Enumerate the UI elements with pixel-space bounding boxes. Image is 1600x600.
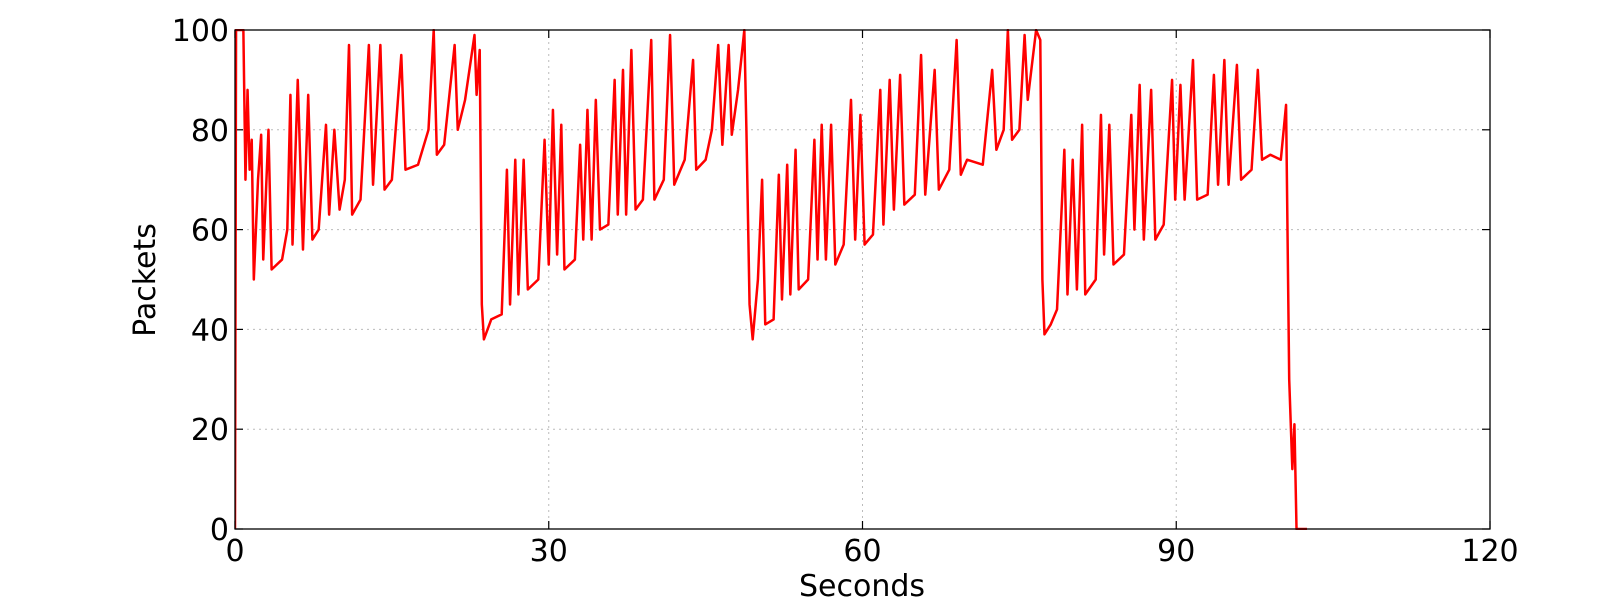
y-tick-label: 60 (191, 214, 229, 249)
y-tick-label: 100 (172, 14, 229, 49)
plot-frame (234, 29, 1491, 530)
x-tick-label: 60 (843, 534, 881, 569)
y-tick-label: 0 (210, 513, 229, 548)
y-axis-label: Packets (128, 223, 163, 337)
x-tick-label: 0 (225, 534, 244, 569)
y-tick-label: 80 (191, 114, 229, 149)
y-tick-label: 20 (191, 413, 229, 448)
y-tick-label: 40 (191, 313, 229, 348)
x-tick-label: 90 (1157, 534, 1195, 569)
x-tick-label: 30 (530, 534, 568, 569)
x-tick-label: 120 (1461, 534, 1518, 569)
data-line (235, 29, 1307, 530)
x-axis-label: Seconds (799, 569, 925, 600)
